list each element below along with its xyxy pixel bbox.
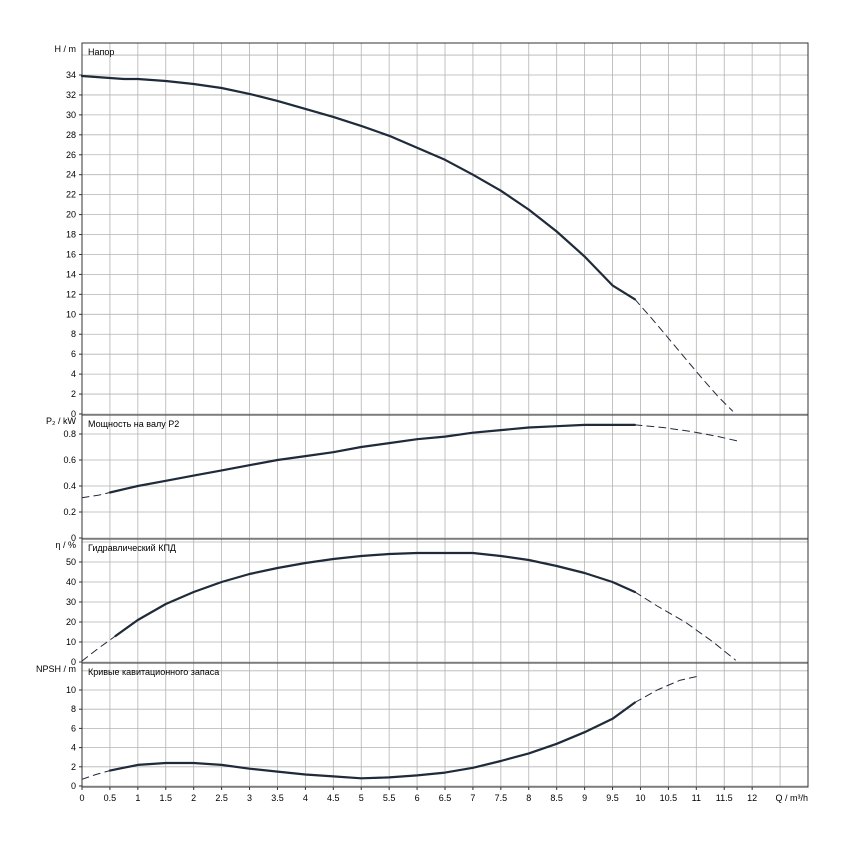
x-tick-label: 9.5: [606, 793, 619, 803]
x-tick-label: 8: [526, 793, 531, 803]
panel-title: Напор: [88, 47, 114, 57]
x-tick-label: 5.5: [383, 793, 396, 803]
y-tick-label: 0.8: [63, 429, 76, 439]
panel-3: 0 10 20 30 40 50 η / % Гидравлический КПД: [55, 538, 809, 667]
y-tick-label: 32: [66, 90, 76, 100]
x-tick-label: 6: [415, 793, 420, 803]
y-tick-label: 6: [71, 349, 76, 359]
y-tick-label: 6: [71, 723, 76, 733]
y-tick-label: 30: [66, 110, 76, 120]
x-tick-label: 5: [359, 793, 364, 803]
curve-dashed: [634, 591, 736, 661]
x-tick-label: 7.5: [495, 793, 508, 803]
x-tick-label: 8.5: [550, 793, 563, 803]
panel-title: Кривые кавитационного запаса: [88, 667, 219, 677]
x-tick-label: 3: [247, 793, 252, 803]
y-tick-label: 18: [66, 230, 76, 240]
x-tick-label: 3.5: [271, 793, 284, 803]
x-tick-label: 7: [470, 793, 475, 803]
y-tick-label: 0: [71, 409, 76, 419]
y-tick-label: 24: [66, 170, 76, 180]
panel-4: 0 2 4 6 8 10 NPSH / m Кривые кавитационного зап…: [36, 662, 809, 791]
x-tick-label: 12: [747, 793, 757, 803]
curve-dashed: [634, 676, 697, 703]
x-tick-label: 4.5: [327, 793, 340, 803]
curve-dashed: [634, 298, 734, 412]
y-tick-label: 0: [71, 657, 76, 667]
curve-solid: [114, 551, 637, 638]
y-tick-label: 22: [66, 190, 76, 200]
y-axis-label: P₂ / kW: [46, 416, 76, 426]
x-tick-label: 0.5: [104, 793, 117, 803]
panel-title: Мощность на валу P2: [88, 419, 179, 429]
x-tick-label: 10: [635, 793, 645, 803]
y-tick-label: 50: [66, 557, 76, 567]
x-tick-label: 0: [79, 793, 84, 803]
y-tick-label: 26: [66, 150, 76, 160]
curve-dashed: [81, 635, 116, 662]
x-tick-label: 6.5: [439, 793, 452, 803]
x-axis-label: Q / m³/h: [775, 793, 808, 803]
y-tick-label: 20: [66, 617, 76, 627]
y-tick-label: 40: [66, 577, 76, 587]
x-tick-label: 11: [692, 793, 701, 803]
y-tick-label: 14: [66, 269, 76, 279]
y-tick-label: 0: [71, 781, 76, 791]
x-tick-label: 4: [303, 793, 308, 803]
y-tick-label: 10: [66, 685, 76, 695]
y-tick-label: 10: [66, 637, 76, 647]
y-tick-label: 4: [71, 369, 76, 379]
x-tick-label: 2.5: [215, 793, 228, 803]
x-tick-label: 11.5: [716, 793, 733, 803]
y-tick-label: 0.6: [63, 455, 76, 465]
y-axis-label: η / %: [55, 540, 76, 550]
y-tick-label: 20: [66, 210, 76, 220]
curve-solid: [108, 701, 637, 780]
panel-2: 0 0.2 0.4 0.6 0.8 P₂ / kW Мощность на валу P2: [46, 414, 809, 543]
y-tick-label: 16: [66, 249, 76, 259]
curve-solid: [108, 423, 637, 494]
x-tick-label: 1.5: [160, 793, 173, 803]
y-tick-label: 4: [71, 743, 76, 753]
y-tick-label: 10: [66, 309, 76, 319]
y-tick-label: 0: [71, 533, 76, 543]
y-tick-label: 8: [71, 329, 76, 339]
y-tick-label: 2: [71, 389, 76, 399]
y-tick-label: 8: [71, 704, 76, 714]
y-tick-label: 12: [66, 289, 76, 299]
y-tick-label: 2: [71, 762, 76, 772]
x-tick-label: 1: [135, 793, 140, 803]
y-tick-label: 0.2: [63, 507, 76, 517]
curve-dashed: [634, 424, 742, 443]
y-tick-label: 28: [66, 130, 76, 140]
y-axis-label: H / m: [55, 44, 77, 54]
curve-dashed: [81, 492, 111, 499]
y-axis-label: NPSH / m: [36, 664, 76, 674]
y-tick-label: 34: [66, 70, 76, 80]
x-tick-label: 2: [191, 793, 196, 803]
curve-solid: [80, 74, 637, 301]
x-tick-label: 9: [582, 793, 587, 803]
panel-title: Гидравлический КПД: [88, 543, 176, 553]
x-tick-label: 10.5: [660, 793, 678, 803]
y-tick-label: 0.4: [63, 481, 76, 491]
y-tick-label: 30: [66, 597, 76, 607]
curve-dashed: [81, 770, 111, 780]
